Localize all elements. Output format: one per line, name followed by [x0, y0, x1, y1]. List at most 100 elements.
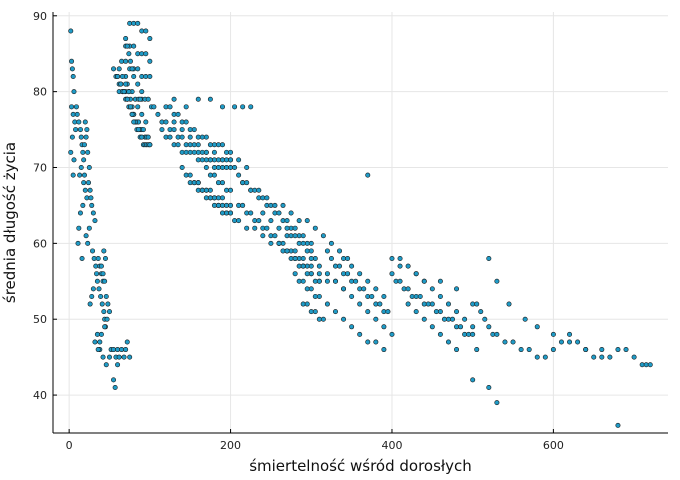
data-point	[357, 301, 363, 307]
data-point	[478, 309, 484, 315]
data-point	[85, 149, 91, 155]
data-point	[284, 248, 290, 254]
data-point	[421, 278, 427, 284]
data-point	[123, 347, 129, 353]
data-point	[264, 225, 270, 231]
data-point	[219, 180, 225, 186]
data-point	[87, 187, 93, 193]
data-point	[135, 81, 141, 87]
y-tick-label: 90	[33, 10, 47, 23]
data-point	[308, 286, 314, 292]
data-point	[405, 286, 411, 292]
data-point	[300, 278, 306, 284]
data-point	[191, 149, 197, 155]
data-point	[244, 165, 250, 171]
data-point	[112, 384, 118, 390]
data-point	[92, 339, 98, 345]
data-point	[81, 142, 87, 148]
data-point	[151, 104, 157, 110]
data-point	[100, 271, 106, 277]
data-point	[365, 339, 371, 345]
data-point	[140, 127, 146, 133]
data-point	[308, 256, 314, 262]
data-point	[567, 339, 573, 345]
data-point	[81, 172, 87, 178]
data-point	[69, 104, 75, 110]
data-point	[389, 271, 395, 277]
data-point	[349, 293, 355, 299]
data-point	[518, 347, 524, 353]
data-point	[191, 127, 197, 133]
data-point	[127, 58, 133, 64]
data-point	[195, 96, 201, 102]
data-point	[94, 271, 100, 277]
data-point	[116, 354, 122, 360]
data-point	[292, 233, 298, 239]
data-point	[341, 256, 347, 262]
data-point	[341, 286, 347, 292]
data-point	[236, 157, 242, 163]
data-point	[137, 96, 143, 102]
data-point	[187, 134, 193, 140]
data-point	[147, 36, 153, 42]
data-point	[623, 347, 629, 353]
data-point	[101, 248, 107, 254]
data-point	[445, 339, 451, 345]
data-point	[470, 331, 476, 337]
data-point	[357, 271, 363, 277]
data-point	[111, 66, 117, 72]
data-point	[86, 180, 92, 186]
data-point	[76, 119, 82, 125]
data-point	[494, 331, 500, 337]
data-point	[550, 331, 556, 337]
data-point	[365, 172, 371, 178]
data-point	[119, 73, 125, 79]
data-point	[365, 309, 371, 315]
data-point	[123, 36, 129, 42]
data-point	[256, 187, 262, 193]
data-point	[474, 301, 480, 307]
data-point	[486, 256, 492, 262]
y-tick-label: 40	[33, 389, 47, 402]
data-point	[276, 225, 282, 231]
data-point	[183, 119, 189, 125]
data-point	[77, 172, 83, 178]
data-point	[102, 256, 108, 262]
data-point	[121, 354, 127, 360]
x-tick-label: 0	[66, 439, 73, 452]
data-point	[82, 187, 88, 193]
data-point	[69, 58, 75, 64]
data-point	[328, 240, 334, 246]
data-point	[607, 354, 613, 360]
x-tick-label: 200	[220, 439, 241, 452]
data-point	[232, 104, 238, 110]
data-point	[115, 73, 121, 79]
data-point	[437, 331, 443, 337]
data-point	[522, 316, 528, 322]
data-point	[575, 339, 581, 345]
data-point	[207, 157, 213, 163]
data-point	[437, 278, 443, 284]
data-point	[228, 187, 234, 193]
data-point	[482, 316, 488, 322]
data-point	[86, 225, 92, 231]
data-point	[494, 400, 500, 406]
data-point	[252, 225, 258, 231]
data-point	[203, 187, 209, 193]
data-point	[450, 316, 456, 322]
data-point	[320, 233, 326, 239]
y-tick-label: 50	[33, 313, 47, 326]
data-point	[131, 43, 137, 49]
data-point	[320, 316, 326, 322]
data-point	[219, 195, 225, 201]
data-point	[145, 134, 151, 140]
data-point	[187, 172, 193, 178]
data-point	[100, 354, 106, 360]
data-point	[183, 104, 189, 110]
data-point	[232, 165, 238, 171]
data-point	[292, 271, 298, 277]
data-point	[373, 339, 379, 345]
data-point	[167, 104, 173, 110]
data-point	[129, 111, 135, 117]
